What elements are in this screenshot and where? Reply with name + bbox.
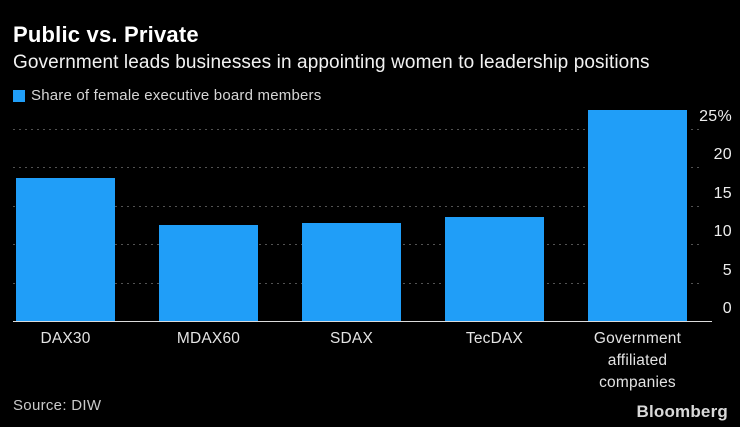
bar-mdax60 — [159, 225, 258, 321]
y-tick-label-5: 5 — [722, 261, 732, 279]
gridline-20 — [13, 167, 700, 169]
chart-title: Public vs. Private — [13, 22, 199, 47]
category-label: DAX30 — [40, 330, 91, 347]
bar-government-affiliated-companies — [588, 109, 687, 321]
category-label: MDAX60 — [176, 330, 241, 347]
legend: Share of female executive board members — [13, 87, 321, 104]
bar-dax30 — [16, 178, 115, 321]
y-tick-label-15: 15 — [713, 184, 732, 202]
y-tick-label-25: 25% — [699, 108, 732, 125]
gridline-15 — [13, 205, 700, 207]
y-tick-label-0: 0 — [722, 300, 732, 317]
category-label: TecDAX — [465, 330, 524, 347]
chart-subtitle: Government leads businesses in appointin… — [13, 52, 650, 73]
bar-tecdax — [445, 216, 544, 321]
gridline-25 — [13, 129, 700, 130]
legend-label: Share of female executive board members — [31, 87, 322, 104]
source-note: Source: DIW — [13, 397, 102, 414]
category-label: Government affiliated companies — [593, 330, 682, 391]
y-tick-label-20: 20 — [713, 146, 732, 164]
x-axis-baseline — [13, 321, 712, 322]
category-label: SDAX — [329, 330, 373, 347]
y-tick-label-10: 10 — [713, 223, 732, 241]
bar-sdax — [302, 222, 401, 321]
legend-swatch-icon — [13, 89, 25, 102]
bloomberg-logo: Bloomberg — [636, 402, 728, 421]
